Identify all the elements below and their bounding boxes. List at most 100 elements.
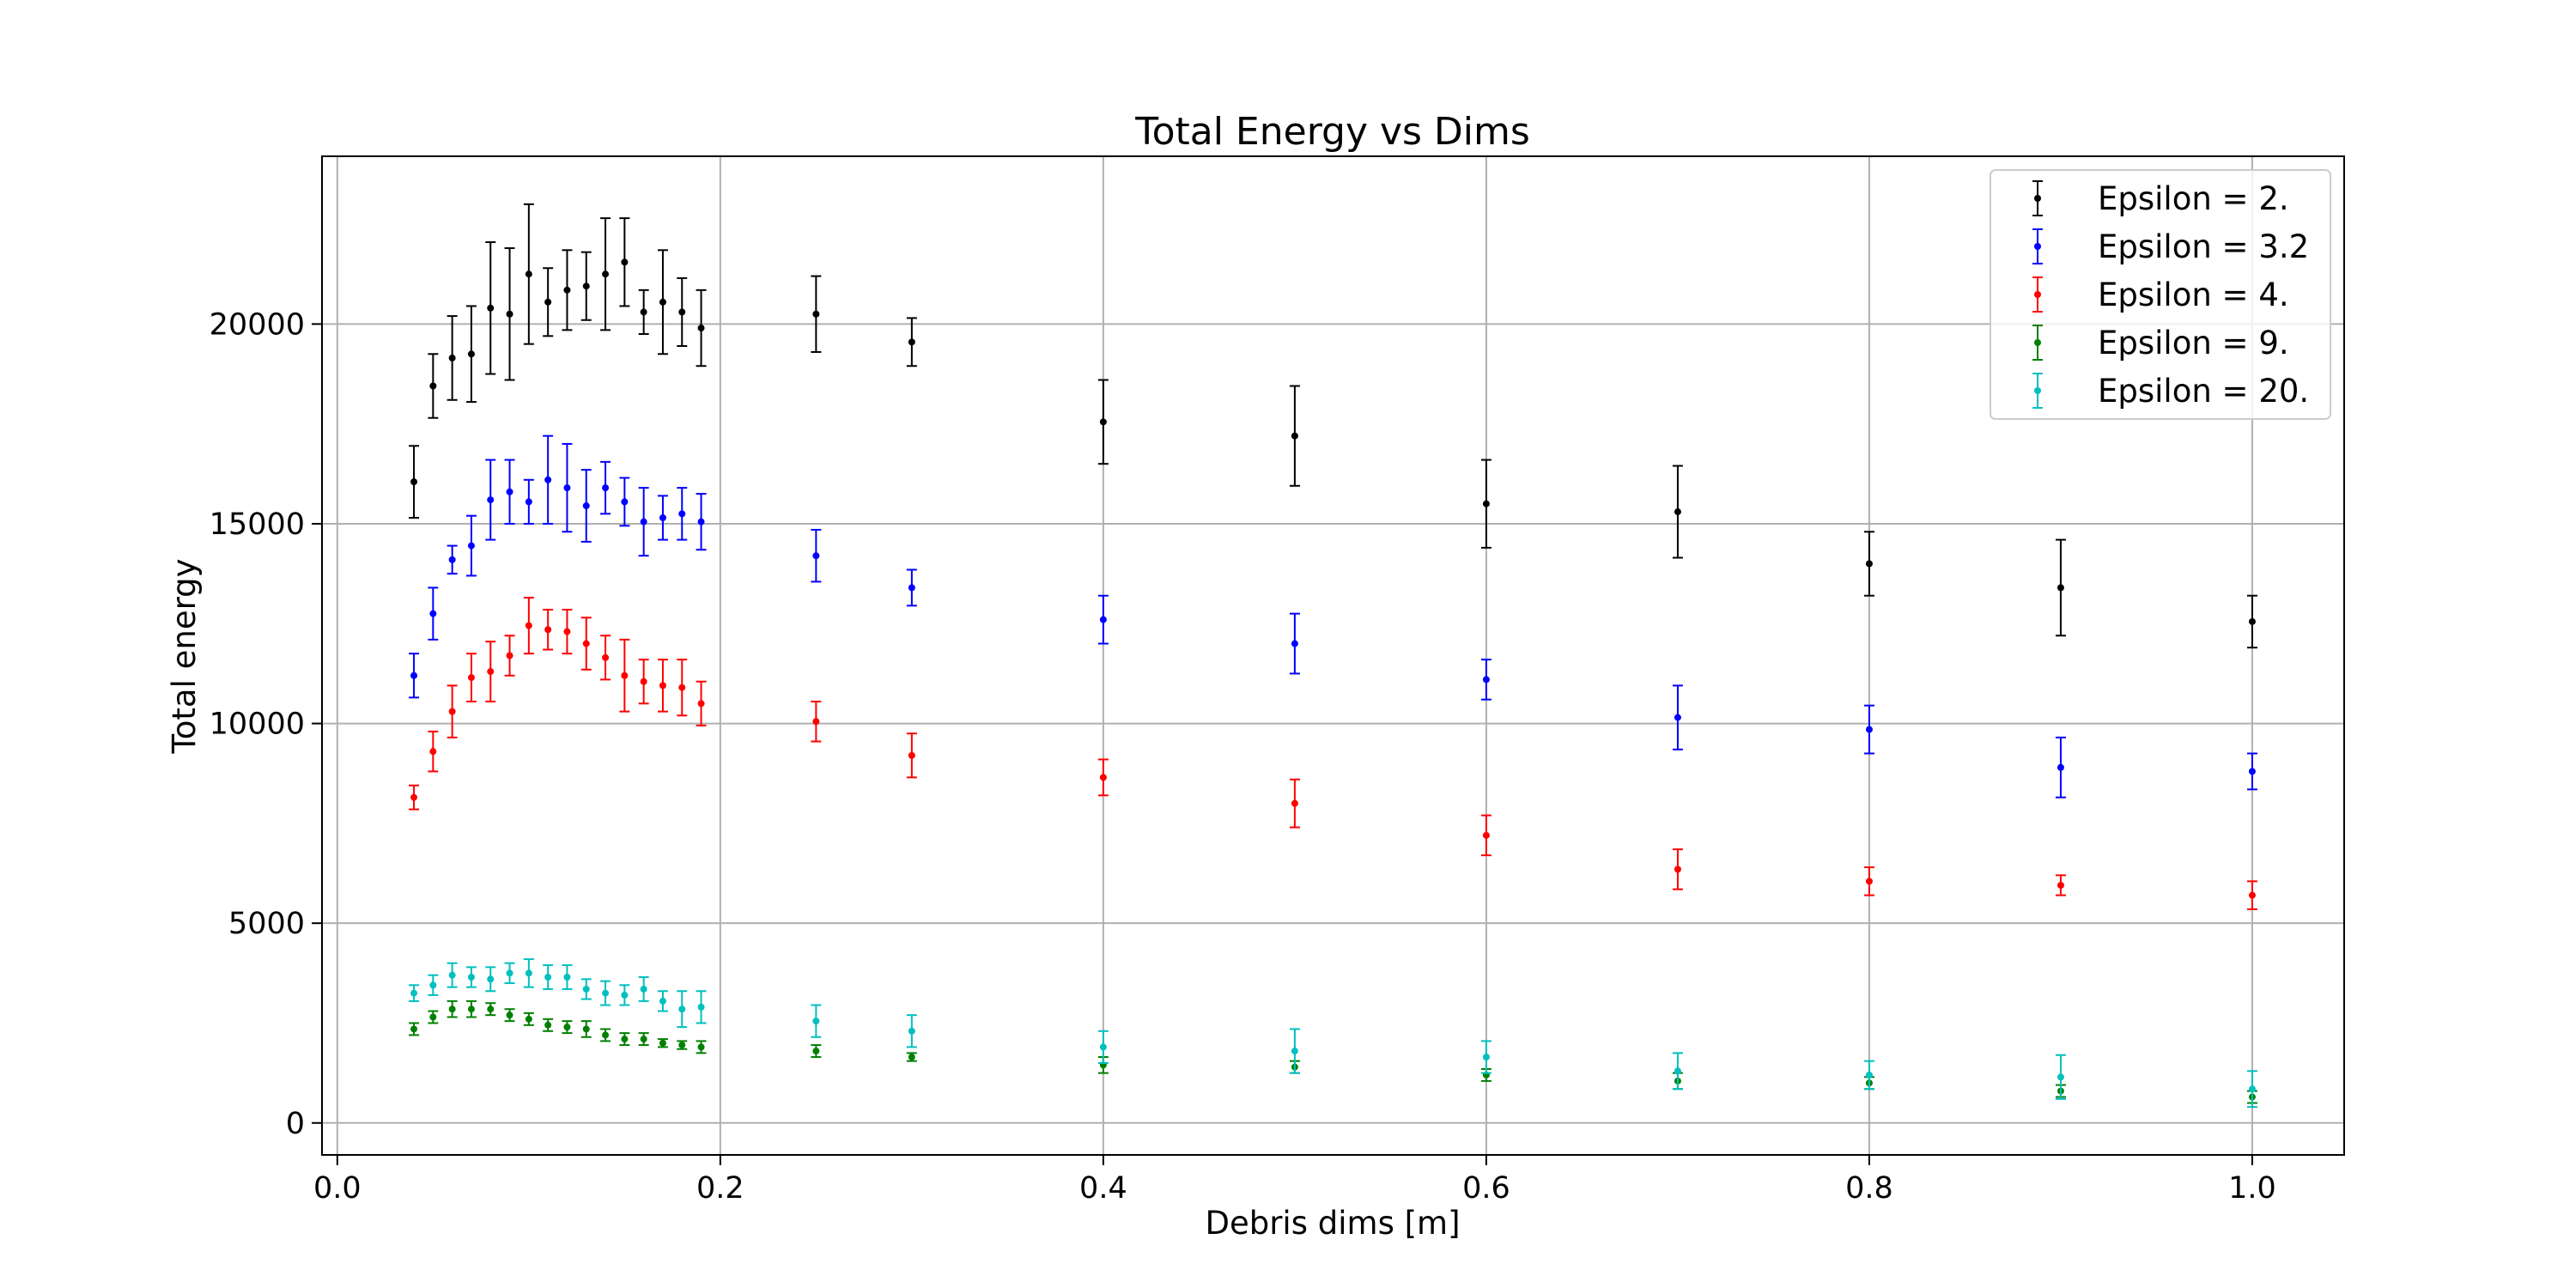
data-point [410, 793, 418, 801]
data-point [908, 1027, 915, 1035]
data-point [525, 622, 532, 629]
data-point [448, 971, 456, 979]
data-point [678, 308, 686, 316]
series-0 [409, 203, 2257, 649]
data-point [602, 484, 610, 492]
y-axis-label: Total energy [166, 558, 203, 754]
data-point [2057, 881, 2064, 889]
data-point [525, 498, 532, 506]
data-point [1099, 418, 1107, 426]
legend-marker-dot [2034, 387, 2041, 394]
x-tick-label: 0.4 [1079, 1171, 1127, 1206]
data-point [602, 1031, 610, 1039]
legend-box [1990, 169, 2331, 420]
data-point [2248, 617, 2256, 625]
data-point [467, 1005, 475, 1013]
data-point [487, 668, 495, 676]
legend-entry: Epsilon = 20. [2098, 373, 2309, 410]
data-point [467, 674, 475, 682]
series-2 [409, 597, 2257, 910]
data-point [640, 518, 647, 526]
legend-entry: Epsilon = 9. [2098, 325, 2289, 361]
data-point [697, 518, 705, 526]
data-point [467, 973, 475, 981]
data-point [2057, 1073, 2064, 1081]
data-point [697, 325, 705, 332]
data-point [1482, 1054, 1490, 1061]
data-point [2057, 584, 2064, 592]
plot-frame [321, 155, 2345, 1156]
data-point [812, 1048, 820, 1055]
data-point [429, 1013, 437, 1021]
data-point [640, 1036, 647, 1043]
x-tick-label: 0.0 [313, 1171, 361, 1206]
legend-marker-dot [2034, 195, 2041, 202]
data-point [1291, 799, 1298, 807]
data-point [448, 1005, 456, 1013]
data-point [908, 751, 915, 759]
data-point [2248, 891, 2256, 899]
data-series [409, 203, 2257, 1109]
data-point [563, 286, 571, 294]
legend-entry: Epsilon = 4. [2098, 276, 2289, 313]
y-tick-label: 0 [286, 1107, 305, 1141]
data-point [1865, 1071, 1873, 1078]
data-point [487, 496, 495, 504]
data-point [582, 640, 590, 647]
data-point [812, 1018, 820, 1025]
data-point [563, 973, 571, 981]
data-point [678, 1042, 686, 1049]
data-point [1291, 432, 1298, 440]
data-point [2057, 763, 2064, 771]
y-tick-label: 5000 [228, 907, 305, 941]
data-point [659, 682, 666, 690]
data-point [621, 498, 629, 506]
data-point [640, 985, 647, 993]
data-point [563, 628, 571, 635]
series-4 [409, 958, 2257, 1109]
series-3 [409, 999, 2257, 1104]
data-point [621, 671, 629, 679]
data-point [678, 510, 686, 518]
data-point [525, 270, 532, 278]
legend-entry: Epsilon = 3.2 [2098, 228, 2309, 265]
y-tick-label: 10000 [210, 708, 305, 742]
data-point [1099, 774, 1107, 781]
x-tick-label: 0.6 [1462, 1171, 1510, 1206]
series-1 [409, 434, 2257, 799]
data-point [659, 997, 666, 1005]
data-point [640, 677, 647, 685]
data-point [812, 310, 820, 318]
data-point [525, 1015, 532, 1023]
data-point [467, 542, 475, 550]
data-point [429, 748, 437, 756]
data-point [1865, 878, 1873, 885]
data-point [908, 584, 915, 592]
data-point [678, 683, 686, 691]
data-point [697, 1003, 705, 1011]
data-point [410, 671, 418, 679]
data-point [467, 350, 475, 358]
data-point [487, 1005, 495, 1013]
legend-marker-dot [2034, 291, 2041, 298]
data-point [1291, 1048, 1298, 1055]
data-point [582, 283, 590, 290]
axis-ticks: 0.0 0.2 0.4 0.6 0.8 1.0 0 5000 10000 15000 20000 [210, 307, 2276, 1206]
data-point [602, 989, 610, 997]
data-point [1099, 1043, 1107, 1051]
y-tick-label: 15000 [210, 507, 305, 542]
data-point [506, 310, 513, 318]
data-point [487, 975, 495, 983]
data-point [544, 298, 552, 306]
data-point [544, 626, 552, 634]
data-point [487, 304, 495, 312]
data-point [2248, 1085, 2256, 1093]
data-point [621, 258, 629, 266]
data-point [2248, 768, 2256, 775]
data-point [621, 1036, 629, 1043]
data-point [1674, 1067, 1681, 1075]
data-point [1482, 500, 1490, 507]
data-point [659, 514, 666, 522]
y-tick-label: 20000 [210, 307, 305, 342]
